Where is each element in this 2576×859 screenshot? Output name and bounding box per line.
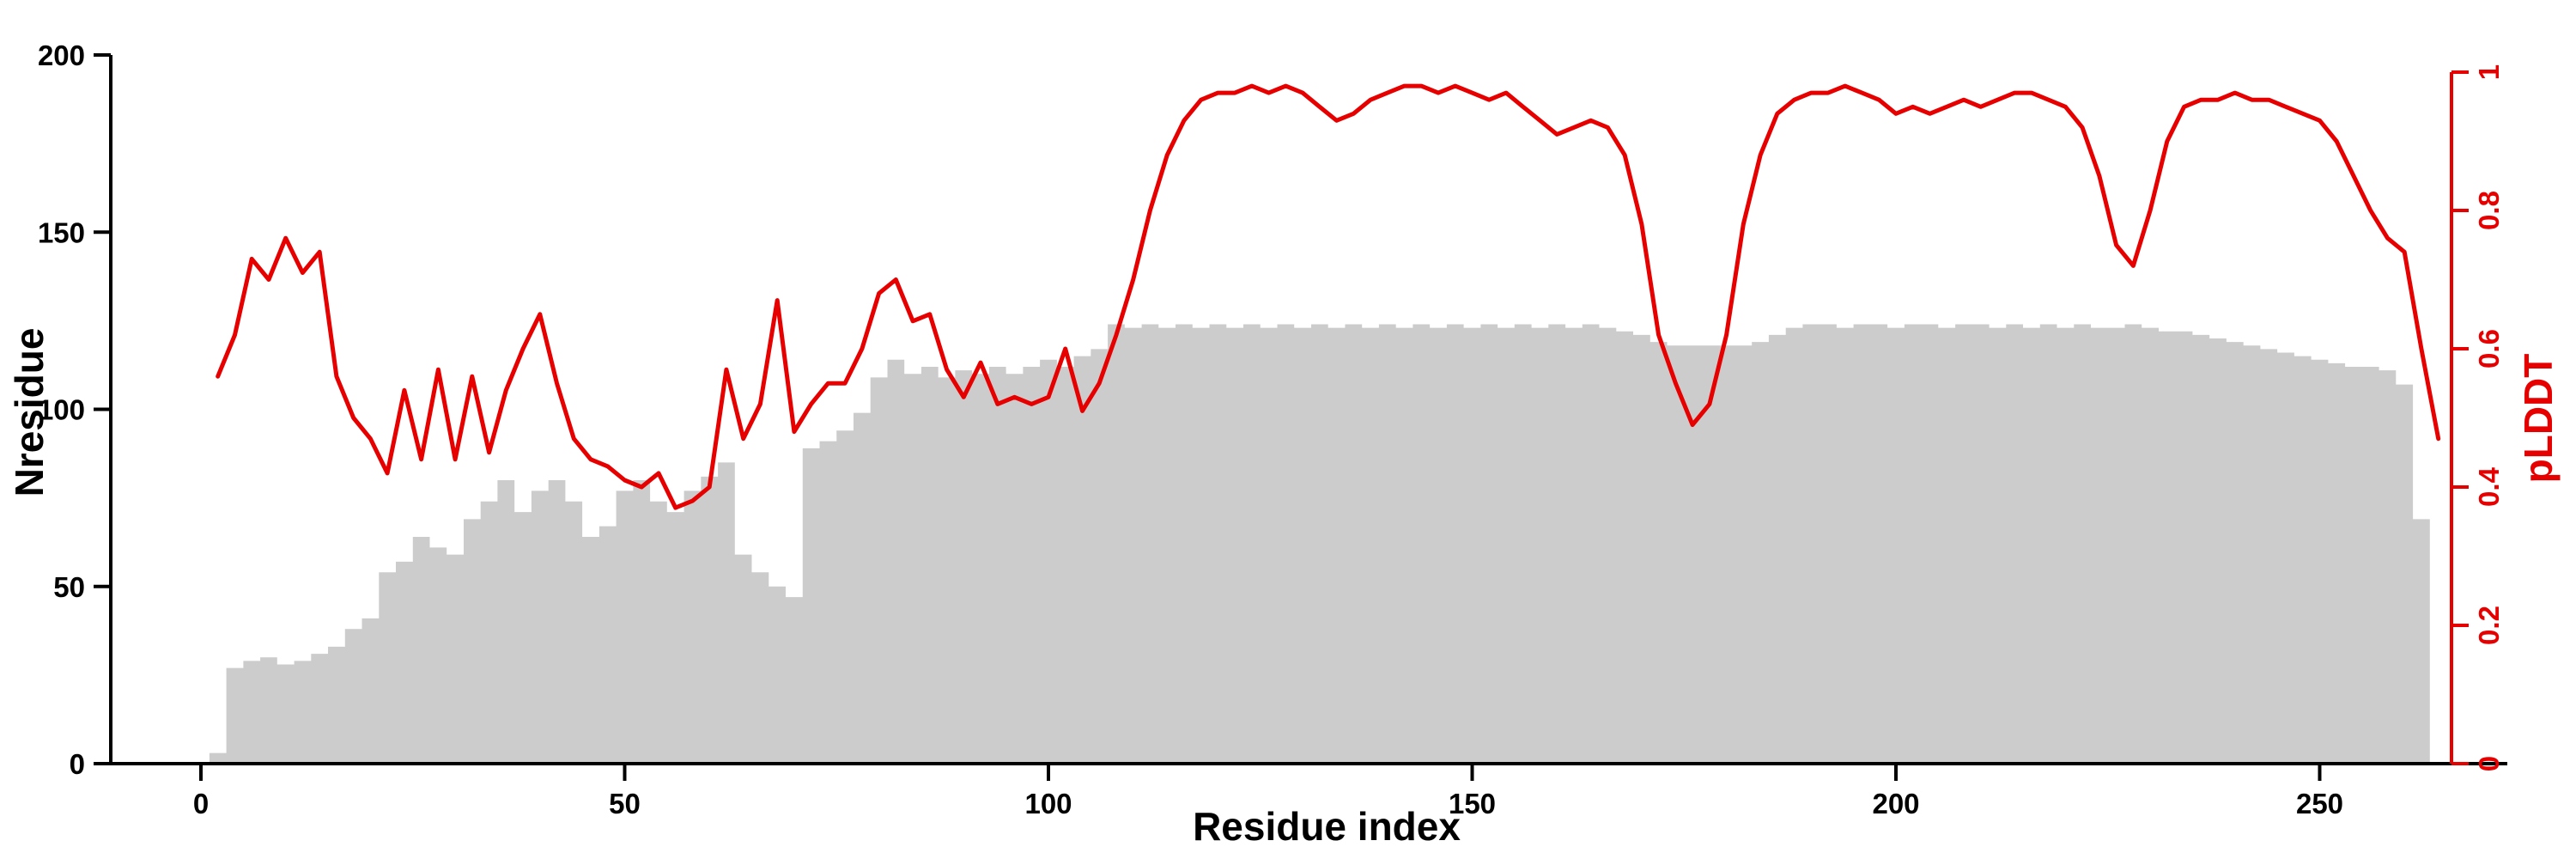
plddt-line [216,83,2441,510]
y-left-tick-label: 150 [38,216,85,248]
y-right-tick-label: 0.6 [2473,329,2505,369]
x-tick-label: 200 [1872,788,1919,819]
y-axis-label-right: pLDDT [2516,354,2561,484]
x-tick-label: 100 [1024,788,1072,819]
y-right-tick-label: 0.4 [2473,466,2505,507]
y-axis-label-left: Nresidue [7,328,52,497]
y-right-tick-label: 0.2 [2473,606,2505,645]
y-left-tick-label: 50 [53,571,85,603]
x-axis-label: Residue index [1193,804,1461,849]
x-tick-label: 150 [1449,788,1496,819]
y-right-tick-label: 0.8 [2473,191,2505,230]
y-right-tick-label: 1 [2473,64,2505,80]
x-tick-label: 0 [193,788,209,819]
y-left-tick-label: 200 [38,40,85,71]
x-tick-label: 250 [2296,788,2343,819]
y-left-tick-label: 0 [70,748,85,780]
chart-plot-area: 0 50 100 150 200 0 50 100 150 200 250 0 0.2 0.4 0.6 0.8… [38,40,2507,819]
x-tick-label: 50 [609,788,641,819]
y-left-tick-label: 100 [38,394,85,426]
y-right-tick-label: 0 [2473,756,2505,771]
nresidue-bars [209,324,2447,764]
